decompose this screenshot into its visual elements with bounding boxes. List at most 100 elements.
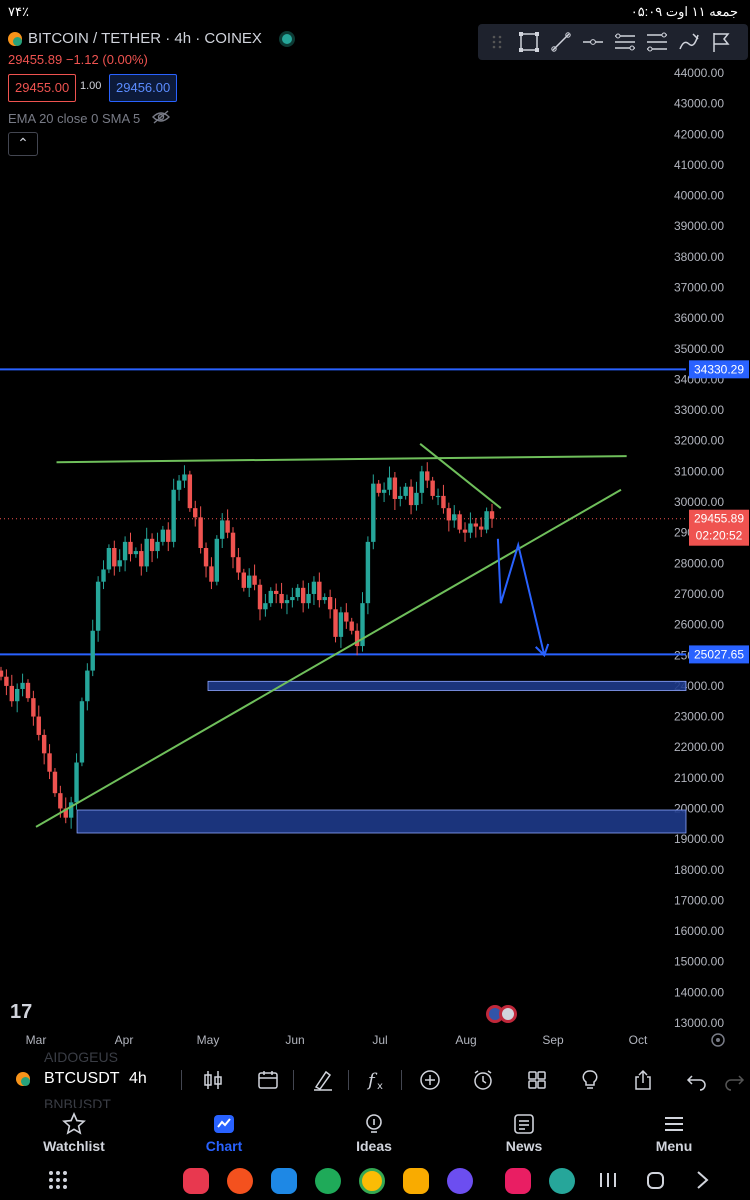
candle-body <box>452 514 457 521</box>
candle-body <box>322 597 327 601</box>
interval-button[interactable]: 4h <box>129 1070 147 1087</box>
candle-body <box>290 597 295 601</box>
price-tick-label: 39000.00 <box>674 219 724 233</box>
nav-ideas[interactable]: Ideas <box>319 1112 429 1154</box>
app-icon-screen-recorder[interactable] <box>183 1168 209 1194</box>
brush-icon[interactable] <box>676 29 702 55</box>
app-icon-phone[interactable] <box>315 1168 341 1194</box>
indicator-legend[interactable]: EMA 20 close 0 SMA 5 <box>8 110 171 127</box>
candle-body <box>246 575 252 588</box>
layouts-icon[interactable] <box>525 1068 551 1092</box>
nav-chart[interactable]: Chart <box>169 1112 279 1154</box>
home-icon[interactable] <box>645 1168 667 1197</box>
trend-line[interactable] <box>35 488 622 828</box>
nav-ideas-label: Ideas <box>356 1138 392 1154</box>
drawing-tools-icon[interactable] <box>311 1068 337 1092</box>
chart-settings-icon[interactable] <box>711 1033 725 1047</box>
level-price-tag <box>689 645 749 664</box>
hide-eye-icon[interactable] <box>152 110 171 127</box>
buy-button[interactable]: 29456.00 <box>109 74 178 102</box>
market-open-icon <box>281 33 292 44</box>
candle-body <box>171 489 176 542</box>
time-axis[interactable]: Mar Apr May Jun Jul Aug Sep Oct <box>26 1033 648 1047</box>
economic-events-icon[interactable] <box>486 1005 517 1023</box>
chart-icon <box>169 1112 279 1136</box>
nav-news-label: News <box>505 1138 543 1154</box>
price-tick-label: 15000.00 <box>674 955 724 969</box>
undo-icon[interactable] <box>685 1068 711 1092</box>
redo-icon[interactable] <box>722 1068 748 1092</box>
candle-body <box>419 471 425 493</box>
share-icon[interactable] <box>631 1068 657 1092</box>
back-icon[interactable] <box>692 1168 712 1197</box>
price-tick-label: 36000.00 <box>674 311 724 325</box>
app-icon-contacts[interactable] <box>227 1168 253 1194</box>
symbol-title-row[interactable]: BITCOIN / TETHER · 4h · COINEX <box>8 30 292 47</box>
collapse-legend-button[interactable]: ⌃ <box>8 132 38 156</box>
compare-icon[interactable] <box>256 1068 282 1092</box>
sell-button[interactable]: 29455.00 <box>8 74 77 102</box>
indicator-label: EMA 20 close 0 SMA 5 <box>8 111 141 126</box>
price-axis[interactable]: 44000.00 43000.00 42000.00 41000.00 40000.00… <box>674 66 724 1030</box>
current-price-tag <box>689 509 749 546</box>
drag-handle-icon[interactable] <box>484 29 510 55</box>
candle-body <box>365 541 371 604</box>
nav-menu[interactable]: Menu <box>619 1112 729 1154</box>
bulb-icon <box>319 1112 429 1136</box>
trend-line[interactable] <box>56 455 627 464</box>
recents-icon[interactable] <box>598 1168 618 1197</box>
add-icon[interactable] <box>418 1068 444 1092</box>
candle-body <box>47 753 52 772</box>
candle-body <box>306 593 311 604</box>
nav-news[interactable]: News <box>469 1112 579 1154</box>
time-tick-label: Apr <box>115 1033 134 1047</box>
candle-body <box>360 603 365 647</box>
trend-line[interactable] <box>419 443 502 509</box>
parallel-channel-icon[interactable] <box>612 29 638 55</box>
supply-demand-zone[interactable] <box>207 680 687 691</box>
toolbar-divider <box>293 1070 294 1090</box>
candle-body <box>220 520 225 539</box>
level-price-label: 25027.65 <box>694 647 744 661</box>
price-tick-label: 21000.00 <box>674 771 724 785</box>
rectangle-icon[interactable] <box>516 29 542 55</box>
candle-body <box>128 541 133 555</box>
candle-body <box>311 581 317 594</box>
app-icon-files[interactable] <box>403 1168 429 1194</box>
ideas-bulb-icon[interactable] <box>578 1068 604 1092</box>
app-icon-chrome[interactable] <box>359 1168 385 1194</box>
symbol-title[interactable]: BITCOIN / TETHER · 4h · COINEX <box>28 30 262 47</box>
app-icon-gallery[interactable] <box>505 1168 531 1194</box>
trend-line-icon[interactable] <box>548 29 574 55</box>
candle-type-icon[interactable] <box>201 1068 227 1092</box>
supply-demand-zone[interactable] <box>76 809 687 834</box>
app-drawer-icon[interactable] <box>48 1170 68 1195</box>
app-icon-internet[interactable] <box>447 1168 473 1194</box>
nav-watchlist[interactable]: Watchlist <box>19 1112 129 1154</box>
candle-body <box>101 569 106 582</box>
candle-body <box>300 587 306 604</box>
price-chart[interactable]: 44000.00 43000.00 42000.00 41000.00 40000.00… <box>0 60 750 1058</box>
fib-retracement-icon[interactable] <box>644 29 670 55</box>
candle-body <box>484 511 489 530</box>
price-tick-label: 35000.00 <box>674 342 724 356</box>
candle-body <box>392 477 398 499</box>
candle-body <box>214 538 220 582</box>
level-price-label: 34330.29 <box>694 362 744 376</box>
projection-path[interactable] <box>496 538 546 656</box>
symbol-button[interactable]: BTCUSDT <box>44 1070 120 1087</box>
nav-chart-label: Chart <box>205 1138 243 1154</box>
price-tick-label: 42000.00 <box>674 127 724 141</box>
candle-body <box>4 676 9 686</box>
flag-icon[interactable] <box>708 29 734 55</box>
time-tick-label: Sep <box>542 1033 564 1047</box>
candle-body <box>263 603 268 610</box>
app-icon-messages[interactable] <box>271 1168 297 1194</box>
app-icon-tradingview-recent[interactable] <box>549 1168 575 1194</box>
time-tick-label: Oct <box>629 1033 648 1047</box>
price-tick-label: 23000.00 <box>674 710 724 724</box>
alert-clock-icon[interactable] <box>471 1068 497 1092</box>
horizontal-ray-icon[interactable] <box>580 29 606 55</box>
